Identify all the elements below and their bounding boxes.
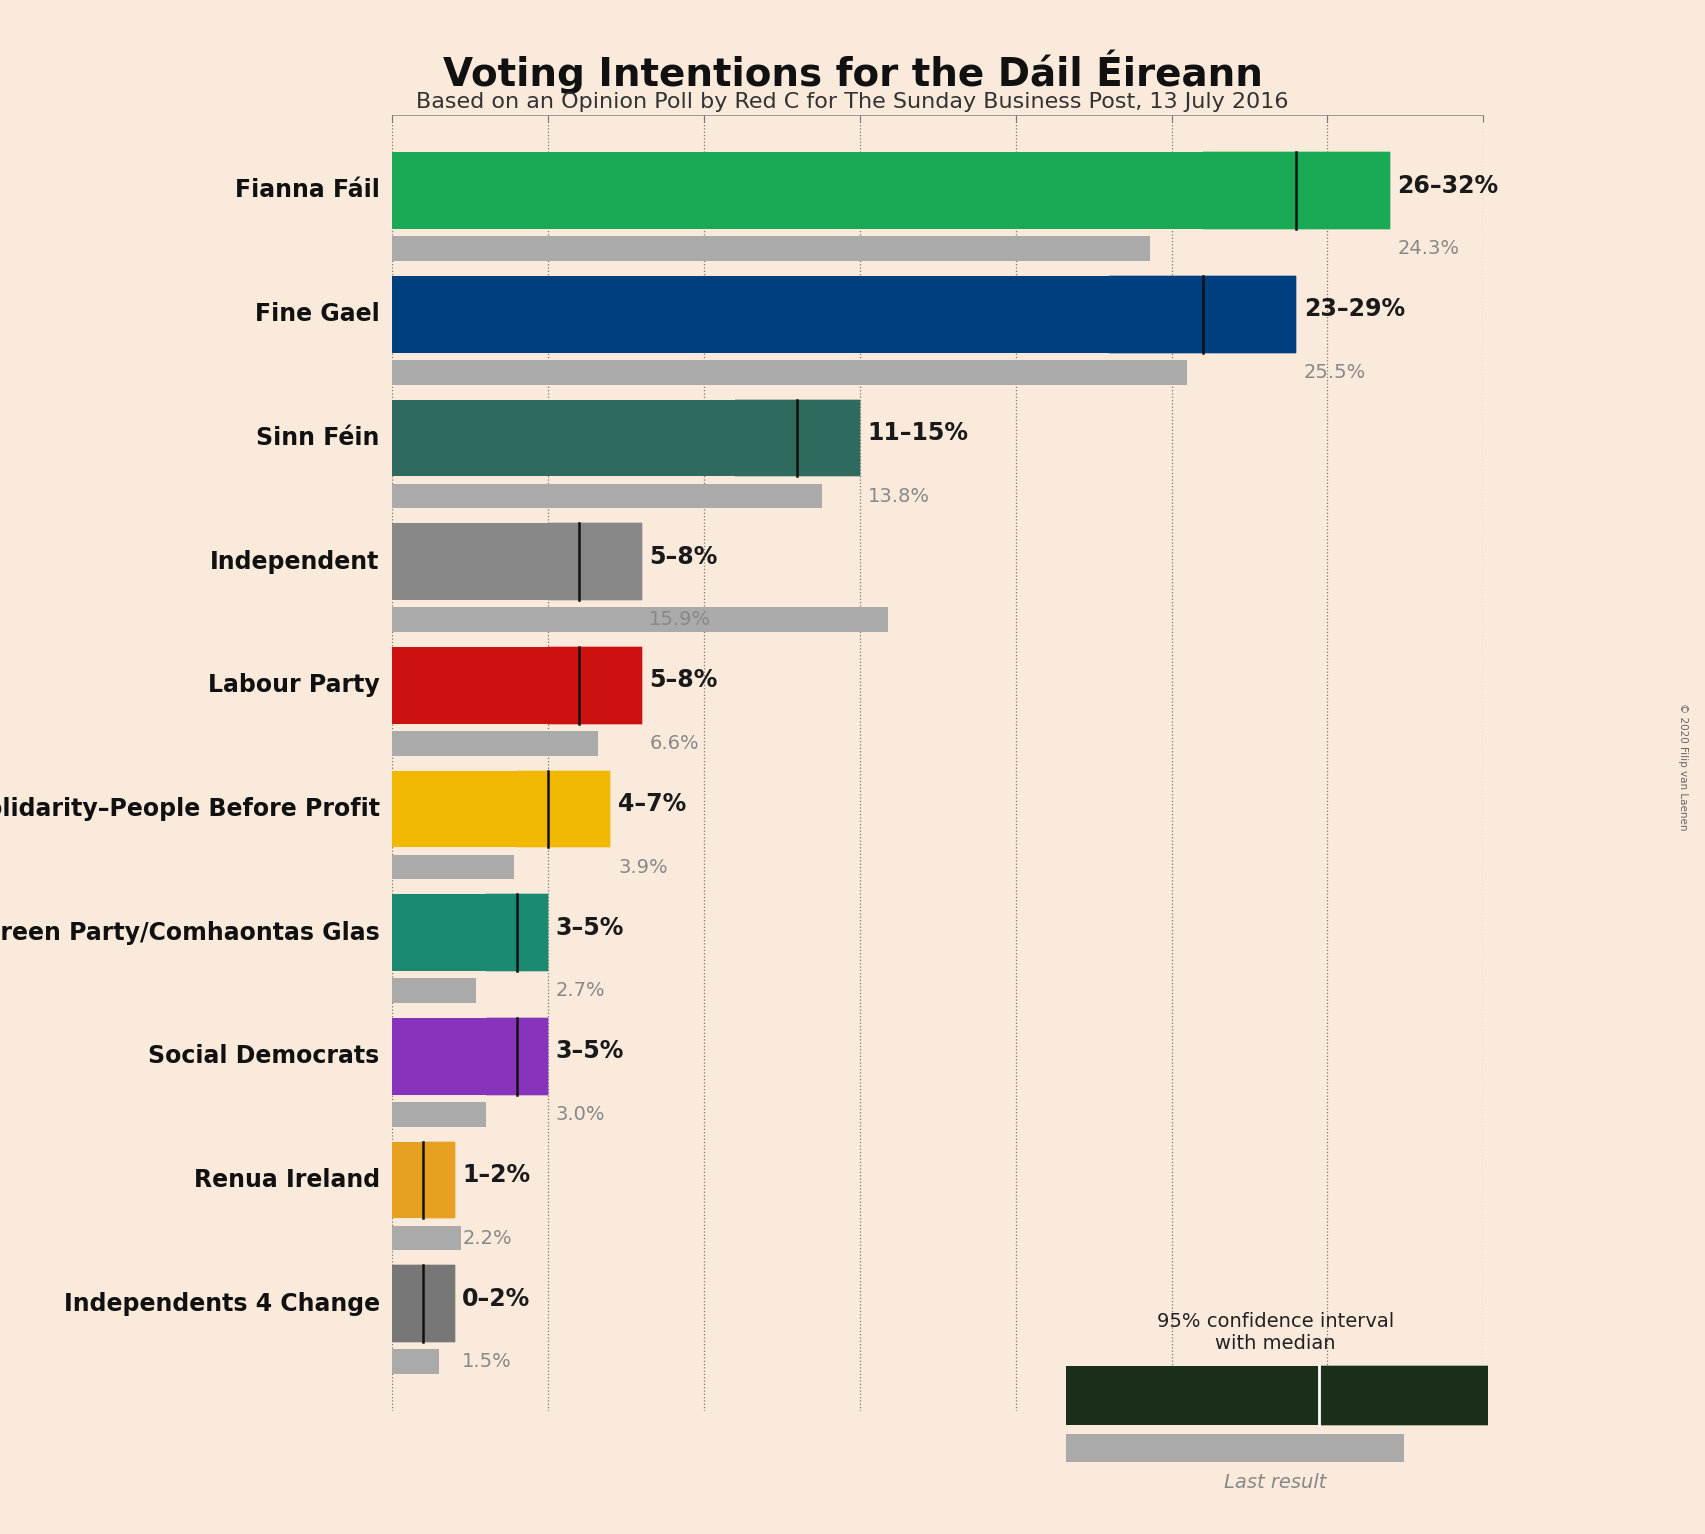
Bar: [392, 732, 598, 756]
Text: 3.9%: 3.9%: [619, 858, 668, 876]
Text: 1–2%: 1–2%: [462, 1163, 530, 1187]
Bar: [423, 1141, 455, 1218]
Text: Green Party/Comhaontas Glas: Green Party/Comhaontas Glas: [0, 920, 380, 945]
Text: 3–5%: 3–5%: [556, 916, 624, 940]
Bar: [392, 483, 822, 508]
Text: Independent: Independent: [210, 549, 380, 574]
Text: Labour Party: Labour Party: [208, 673, 380, 698]
Text: 11–15%: 11–15%: [868, 420, 968, 445]
Bar: [547, 647, 641, 724]
Bar: [392, 607, 888, 632]
Text: 95% confidence interval
with median: 95% confidence interval with median: [1156, 1312, 1395, 1353]
Text: Fianna Fáil: Fianna Fáil: [235, 178, 380, 202]
Bar: [392, 523, 547, 600]
Bar: [392, 1266, 455, 1342]
Text: Independents 4 Change: Independents 4 Change: [63, 1292, 380, 1316]
Text: 13.8%: 13.8%: [868, 486, 929, 506]
Bar: [392, 152, 1202, 229]
Bar: [392, 1101, 486, 1127]
Bar: [1320, 1365, 1488, 1425]
Bar: [735, 399, 859, 476]
Text: 26–32%: 26–32%: [1398, 173, 1499, 198]
Bar: [486, 894, 547, 971]
Bar: [392, 647, 547, 724]
Bar: [392, 770, 517, 847]
Bar: [392, 236, 1149, 261]
Bar: [517, 770, 610, 847]
Bar: [1066, 1365, 1320, 1425]
Bar: [1320, 1365, 1488, 1425]
Bar: [392, 399, 735, 476]
Text: 3.0%: 3.0%: [556, 1104, 605, 1124]
Bar: [392, 276, 1110, 353]
Bar: [392, 1141, 423, 1218]
Text: 24.3%: 24.3%: [1398, 239, 1459, 258]
Bar: [486, 1019, 547, 1095]
Bar: [486, 894, 547, 971]
Bar: [392, 1226, 460, 1250]
Bar: [517, 770, 610, 847]
Bar: [1202, 152, 1390, 229]
Text: Social Democrats: Social Democrats: [148, 1045, 380, 1068]
Bar: [547, 523, 641, 600]
Text: 2.7%: 2.7%: [556, 982, 605, 1000]
Text: 5–8%: 5–8%: [650, 545, 718, 569]
Bar: [1202, 152, 1390, 229]
Text: 2.2%: 2.2%: [462, 1229, 511, 1247]
Bar: [392, 360, 1187, 385]
Bar: [392, 1019, 486, 1095]
Text: 0–2%: 0–2%: [462, 1287, 530, 1310]
Text: Renua Ireland: Renua Ireland: [194, 1167, 380, 1192]
Bar: [392, 1266, 455, 1342]
Text: 6.6%: 6.6%: [650, 733, 699, 753]
Text: Voting Intentions for the Dáil Éireann: Voting Intentions for the Dáil Éireann: [443, 49, 1262, 94]
Text: © 2020 Filip van Laenen: © 2020 Filip van Laenen: [1678, 703, 1688, 831]
Bar: [392, 979, 476, 1003]
Text: 23–29%: 23–29%: [1304, 298, 1405, 321]
Text: Based on an Opinion Poll by Red C for The Sunday Business Post, 13 July 2016: Based on an Opinion Poll by Red C for Th…: [416, 92, 1289, 112]
Bar: [423, 1141, 455, 1218]
Bar: [1066, 1434, 1403, 1462]
Text: Fine Gael: Fine Gael: [256, 302, 380, 327]
Text: Last result: Last result: [1224, 1473, 1326, 1491]
Text: 15.9%: 15.9%: [650, 611, 711, 629]
Bar: [735, 399, 859, 476]
Bar: [1110, 276, 1296, 353]
Text: 3–5%: 3–5%: [556, 1040, 624, 1063]
Text: Solidarity–People Before Profit: Solidarity–People Before Profit: [0, 798, 380, 821]
Bar: [392, 894, 486, 971]
Text: 1.5%: 1.5%: [462, 1353, 511, 1371]
Bar: [486, 1019, 547, 1095]
Bar: [547, 647, 641, 724]
Bar: [1110, 276, 1296, 353]
Bar: [392, 854, 513, 879]
Text: 25.5%: 25.5%: [1304, 364, 1366, 382]
Bar: [547, 523, 641, 600]
Bar: [392, 1350, 438, 1374]
Text: 5–8%: 5–8%: [650, 669, 718, 692]
Text: Sinn Féin: Sinn Féin: [256, 426, 380, 449]
Text: 4–7%: 4–7%: [619, 792, 687, 816]
